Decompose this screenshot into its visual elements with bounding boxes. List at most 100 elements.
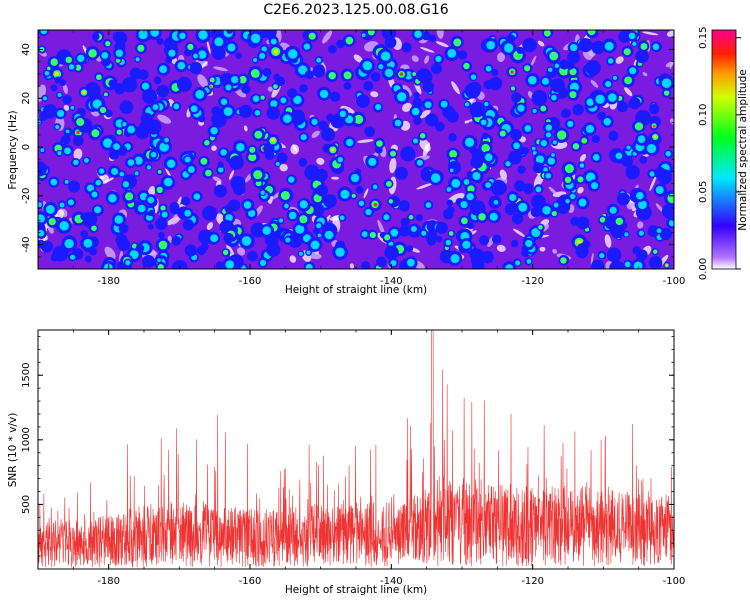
heatmap-cell (157, 231, 165, 239)
heatmap-cell-core (295, 224, 305, 234)
heatmap-cell (298, 157, 308, 167)
heatmap-cell-core (351, 193, 356, 198)
heatmap-low-cell (104, 246, 116, 260)
heatmap-cell (648, 255, 663, 269)
heatmap-cell (363, 80, 374, 91)
heatmap-cell (398, 200, 410, 212)
heatmap-cell (572, 103, 584, 116)
heatmap-cell-core (38, 202, 42, 208)
heatmap-cell-core (463, 179, 470, 185)
heatmap-cell-core (425, 202, 432, 208)
heatmap-cell (507, 150, 522, 165)
heatmap-cell-core (138, 30, 148, 40)
heatmap-low-cell (496, 244, 506, 252)
heatmap-cell-core (624, 261, 631, 268)
heatmap-cell-core (390, 228, 399, 237)
heatmap-cell-core (127, 159, 135, 166)
heatmap-cell (139, 121, 148, 131)
heatmap-cell (196, 246, 206, 256)
heatmap-cell-core (299, 215, 308, 224)
heatmap-low-cell (311, 130, 320, 138)
heatmap-cell (457, 50, 468, 60)
heatmap-cell-core (467, 185, 475, 193)
heatmap-cell-core (412, 72, 417, 76)
heatmap-cell (384, 245, 399, 260)
heatmap-cell-core (531, 228, 541, 238)
heatmap-cell-core (604, 41, 614, 51)
heatmap-cell-core (152, 104, 159, 110)
heatmap-cell-core (451, 179, 461, 188)
heatmap-cell-core (510, 86, 516, 91)
heatmap-cell-core (55, 124, 60, 130)
heatmap-cell-core (410, 226, 417, 232)
heatmap-cell-core (157, 258, 161, 263)
y-tick-label: 40 (21, 43, 32, 56)
heatmap-cell (511, 213, 524, 225)
heatmap-low-cell (402, 102, 412, 112)
heatmap-cell (142, 88, 158, 105)
heatmap-cell (422, 81, 435, 93)
heatmap-cell-core (222, 249, 229, 256)
heatmap-cell (361, 261, 371, 269)
heatmap-cell-core (605, 80, 612, 88)
heatmap-cell-core (84, 158, 89, 163)
heatmap-cell-core (193, 193, 201, 200)
heatmap-cell-core (464, 102, 470, 107)
heatmap-cell (153, 76, 162, 85)
heatmap-low-cell (353, 54, 363, 63)
heatmap-cell-core (633, 261, 643, 269)
heatmap-cell-core (472, 171, 481, 181)
heatmap-cell-core (524, 125, 532, 132)
heatmap-cell-core (310, 240, 320, 250)
heatmap-cell-core (65, 56, 73, 64)
heatmap-cell-core (545, 132, 552, 138)
heatmap-cell-core (390, 150, 397, 157)
heatmap-cell (576, 216, 590, 230)
heatmap-low-cell (424, 55, 430, 64)
heatmap-cell-core (624, 232, 629, 237)
heatmap-cell (52, 245, 69, 262)
heatmap-cell-core (255, 180, 262, 187)
heatmap-cell-core (339, 215, 345, 221)
heatmap-low-cell (237, 247, 246, 256)
heatmap-low-cell (448, 193, 465, 203)
figure-title: C2E6.2023.125.00.08.G16 (263, 2, 448, 18)
heatmap-cell-core (581, 137, 588, 144)
heatmap-cell (108, 79, 117, 88)
heatmap-cell-core (317, 233, 322, 238)
heatmap-cell-core (88, 49, 97, 58)
heatmap-cell-core (166, 159, 176, 168)
heatmap-cell-core (225, 260, 235, 269)
heatmap-cell-core (388, 241, 394, 247)
heatmap-cell (511, 92, 522, 103)
heatmap-cell-core (449, 168, 454, 173)
heatmap-cell-core (380, 51, 391, 61)
heatmap-cell-core (157, 169, 162, 174)
heatmap-cell-core (252, 95, 260, 103)
heatmap-cell-core (406, 258, 415, 267)
heatmap-cell-core (164, 137, 169, 143)
heatmap-cell-peak (76, 130, 80, 135)
heatmap-cell-core (95, 179, 102, 186)
y-tick-label: 20 (21, 92, 32, 105)
heatmap-cell-core (158, 240, 168, 250)
heatmap-cell-core (388, 199, 393, 204)
heatmap-cell-core (599, 252, 605, 259)
heatmap-low-cell (63, 104, 70, 111)
heatmap-cell-core (361, 33, 366, 38)
heatmap-cell-core (260, 95, 265, 100)
heatmap-cell (117, 238, 131, 252)
heatmap-low-cell (604, 234, 612, 248)
heatmap-cell (304, 70, 314, 80)
heatmap-cell-core (125, 192, 134, 201)
heatmap-cell (635, 49, 649, 64)
heatmap-cell-core (515, 260, 521, 266)
heatmap-cell (630, 100, 640, 110)
heatmap-cell-core (99, 107, 107, 114)
heatmap-cell-core (127, 125, 135, 134)
heatmap-cell-core (485, 65, 492, 72)
heatmap-cell-core (214, 37, 224, 47)
heatmap-cell-core (218, 167, 224, 173)
heatmap-cell-core (65, 129, 70, 134)
heatmap-cell (215, 261, 225, 269)
